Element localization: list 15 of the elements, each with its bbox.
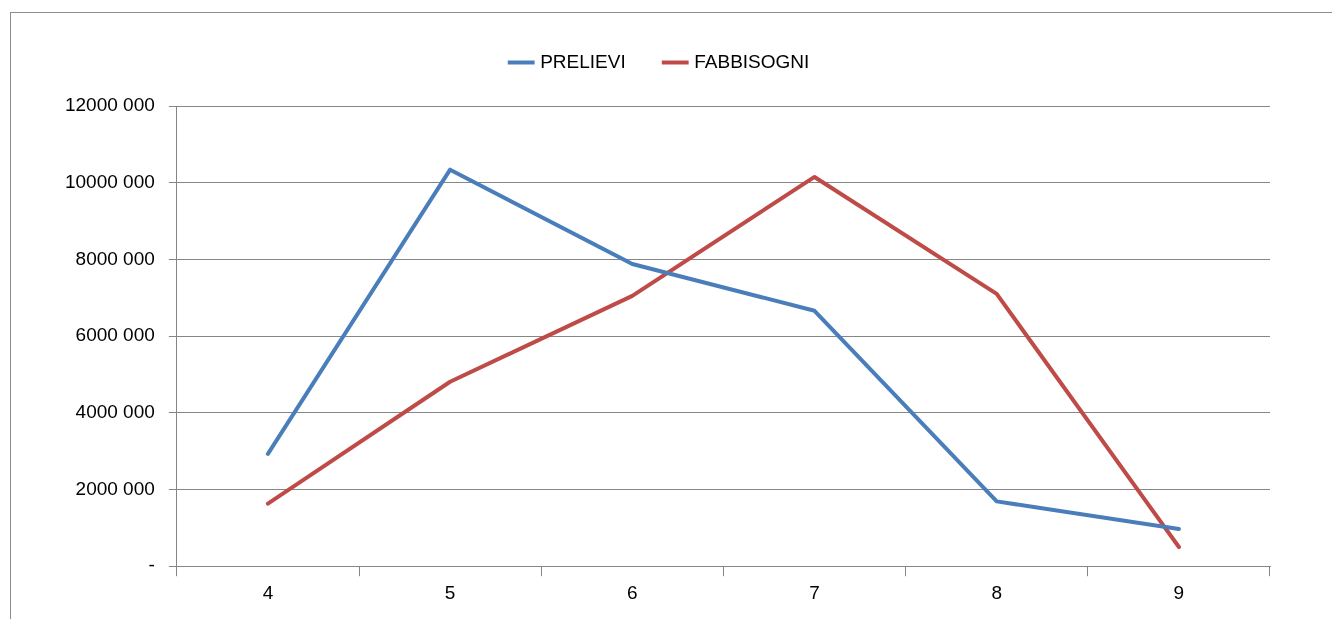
x-tick-label: 6 <box>627 581 638 603</box>
y-tick-label: 12000 000 <box>64 94 155 116</box>
legend-label: PRELIEVI <box>540 50 626 72</box>
x-tick-label: 4 <box>262 581 274 603</box>
legend-label: FABBISOGNI <box>694 50 810 72</box>
y-tick-label: 6000 000 <box>75 324 155 346</box>
x-tick-label: 9 <box>1173 581 1185 603</box>
y-tick-label: 10000 000 <box>64 170 155 192</box>
y-tick-label: 2000 000 <box>75 477 155 499</box>
y-tick-label: 8000 000 <box>75 247 155 269</box>
x-tick-label: 8 <box>991 581 1002 603</box>
y-tick-label: 4000 000 <box>75 401 155 423</box>
y-tick-label: - <box>148 554 155 576</box>
x-tick-label: 7 <box>809 581 820 603</box>
x-tick-label: 5 <box>444 581 456 603</box>
